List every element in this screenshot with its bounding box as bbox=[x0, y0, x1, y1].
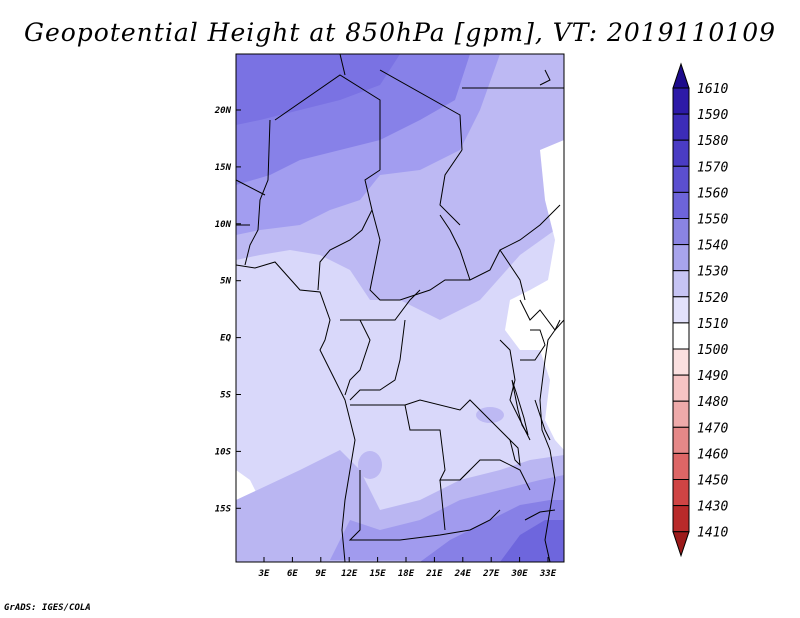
field-1520-east bbox=[505, 140, 564, 450]
colorbar-label: 1530 bbox=[697, 265, 728, 280]
colorbar-swatch bbox=[672, 505, 690, 533]
lat-label: 5S bbox=[220, 391, 231, 401]
field-1570 bbox=[236, 54, 400, 125]
latitude-axis: 20N 15N 10N 5N EQ 5S 10S 15S bbox=[214, 106, 241, 514]
lon-label: 33E bbox=[539, 569, 557, 579]
colorbar-label: 1540 bbox=[697, 239, 728, 254]
colorbar-swatch bbox=[672, 479, 690, 507]
colorbar-swatch bbox=[672, 87, 690, 115]
lon-label: 3E bbox=[258, 569, 270, 579]
lon-label: 21E bbox=[425, 569, 443, 579]
colorbar-swatch bbox=[672, 191, 690, 219]
colorbar-swatch bbox=[672, 270, 690, 298]
lat-label: 5N bbox=[220, 277, 231, 287]
longitude-axis: 3E 6E 9E 12E 15E 18E 21E 24E 27E 30E 33E bbox=[258, 557, 557, 579]
colorbar-swatch bbox=[672, 452, 690, 480]
lon-label: 12E bbox=[341, 569, 358, 579]
colorbar-swatch bbox=[672, 218, 690, 246]
colorbar-swatch bbox=[672, 374, 690, 402]
colorbar-label: 1410 bbox=[697, 526, 728, 541]
lat-label: EQ bbox=[220, 334, 231, 344]
colorbar-label: 1560 bbox=[697, 186, 728, 201]
colorbar-swatch bbox=[672, 426, 690, 454]
lon-label: 15E bbox=[369, 569, 386, 579]
lon-label: 27E bbox=[482, 569, 500, 579]
colorbar-swatch bbox=[672, 348, 690, 376]
colorbar-label: 1610 bbox=[697, 82, 728, 97]
colorbar-label: 1550 bbox=[697, 213, 728, 228]
plot-frame bbox=[235, 53, 565, 563]
colorbar-label: 1510 bbox=[697, 317, 728, 332]
colorbar-label: 1470 bbox=[697, 421, 728, 436]
colorbar-label: 1500 bbox=[697, 343, 728, 358]
colorbar-label: 1490 bbox=[697, 369, 728, 384]
colorbar-label: 1430 bbox=[697, 500, 728, 515]
colorbar-swatch bbox=[672, 113, 690, 141]
colorbar-label: 1570 bbox=[697, 160, 728, 175]
lat-label: 20N bbox=[214, 106, 232, 116]
lon-label: 9E bbox=[315, 569, 326, 579]
colorbar-swatch bbox=[672, 139, 690, 167]
colorbar-swatch bbox=[672, 296, 690, 324]
lat-label: 15S bbox=[215, 504, 232, 514]
map-title: Geopotential Height at 850hPa [gpm], VT:… bbox=[23, 18, 777, 47]
colorbar-label: 1520 bbox=[697, 291, 728, 306]
field-patch bbox=[476, 407, 504, 423]
colorbar-label: 1460 bbox=[697, 447, 728, 462]
colorbar-label: 1480 bbox=[697, 395, 728, 410]
colorbar-swatch bbox=[672, 244, 690, 272]
colorbar: 1610 1590 1580 1570 1560 1550 1540 1530 1520 1510… bbox=[672, 62, 728, 558]
lat-label: 15N bbox=[215, 163, 232, 173]
field-patch bbox=[358, 451, 382, 479]
lon-label: 18E bbox=[398, 569, 415, 579]
lon-label: 24E bbox=[454, 569, 472, 579]
colorbar-label: 1590 bbox=[697, 108, 728, 123]
lat-label: 10N bbox=[215, 220, 232, 230]
colorbar-swatch bbox=[672, 165, 690, 193]
lat-label: 10S bbox=[215, 447, 232, 457]
lon-label: 6E bbox=[287, 569, 298, 579]
colorbar-arrow-top bbox=[672, 62, 690, 89]
country-borders bbox=[236, 54, 564, 562]
lon-label: 30E bbox=[510, 569, 528, 579]
colorbar-arrow-bottom bbox=[672, 531, 690, 558]
grads-credit: GrADS: IGES/COLA bbox=[4, 603, 91, 613]
colorbar-swatch bbox=[672, 322, 690, 350]
shaded-field bbox=[236, 54, 564, 562]
colorbar-label: 1450 bbox=[697, 474, 728, 489]
colorbar-label: 1580 bbox=[697, 134, 728, 149]
colorbar-swatch bbox=[672, 400, 690, 428]
